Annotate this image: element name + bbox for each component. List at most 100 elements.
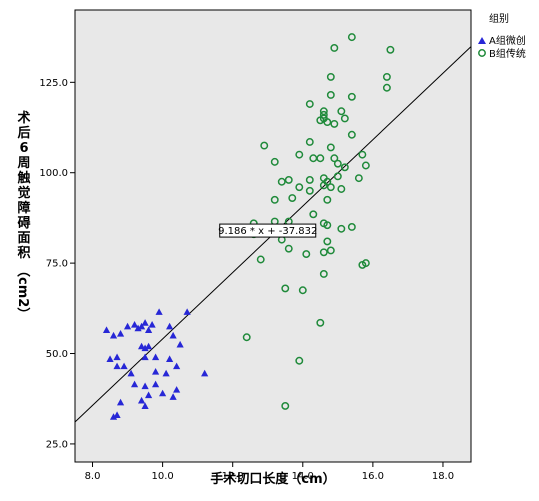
data-point-b (302, 250, 311, 259)
y-axis-title-char: 后 (17, 125, 30, 141)
y-tick-label: 100.0 (39, 168, 68, 179)
data-point-b (316, 154, 325, 163)
y-axis-title-char: 周 (17, 156, 30, 171)
data-point-b (354, 174, 363, 183)
data-point-b (361, 259, 370, 268)
data-point-b (326, 91, 335, 99)
y-tick-label: 75.0 (46, 259, 68, 270)
data-point-b (326, 183, 335, 192)
data-point-b (319, 270, 328, 278)
data-point-a (152, 380, 160, 388)
data-point-b (309, 210, 318, 219)
fit-equation-label: 9.186 * x + -37.832 (218, 226, 317, 237)
data-point-b (323, 118, 332, 127)
data-point-a (106, 355, 114, 362)
x-tick-label: 14.0 (292, 471, 314, 482)
data-point-b (270, 157, 279, 166)
data-point-a (113, 411, 121, 418)
x-tick-label: 16.0 (362, 471, 384, 482)
y-axis-title-char: 面 (17, 231, 30, 246)
y-axis-title-char: 障 (17, 200, 30, 216)
data-point-b (319, 107, 328, 116)
legend-title: 组别 (489, 12, 509, 25)
legend: 组别 A组微创 B组传统 (478, 12, 526, 60)
data-point-a (169, 331, 177, 339)
data-point-b (242, 333, 251, 342)
data-point-b (295, 356, 304, 365)
data-point-b (277, 177, 286, 186)
data-point-b (281, 284, 290, 293)
data-point-b (340, 163, 349, 172)
data-point-a (144, 342, 153, 350)
data-point-b (361, 161, 370, 170)
legend-circle-marker (478, 49, 486, 57)
data-point-b (305, 100, 314, 108)
data-point-a (137, 396, 146, 404)
data-point-b (326, 143, 335, 152)
data-point-a (201, 369, 209, 377)
data-point-b (305, 138, 314, 146)
data-point-b (319, 181, 328, 190)
data-point-a (141, 382, 149, 390)
data-point-a (130, 380, 139, 388)
data-point-b (337, 107, 346, 116)
data-point-a (183, 308, 191, 315)
data-point-b (337, 185, 346, 193)
data-point-a (176, 340, 184, 348)
x-tick-label: 10.0 (151, 471, 173, 482)
data-point-b (260, 141, 269, 150)
y-tick-label: 25.0 (46, 439, 68, 450)
data-point-a (144, 326, 153, 334)
data-point-a (141, 353, 149, 361)
data-point-a (123, 322, 132, 330)
data-point-b (281, 402, 290, 410)
data-point-a (141, 344, 149, 352)
legend-triangle-marker (478, 37, 486, 44)
data-point-a (162, 369, 170, 377)
data-point-a (144, 391, 153, 399)
data-point-a (113, 353, 121, 361)
data-point-a (166, 355, 174, 362)
data-point-a (173, 362, 181, 370)
legend-item-a: A组微创 (489, 34, 526, 47)
data-point-b (382, 72, 391, 81)
data-point-a (120, 362, 128, 370)
data-point-b (347, 33, 356, 42)
data-point-a (116, 330, 125, 337)
data-point-b (295, 150, 304, 159)
data-point-a (109, 331, 118, 339)
data-point-a (173, 386, 181, 393)
data-point-a (141, 402, 149, 409)
data-point-b (305, 176, 314, 184)
y-axis-title-char: 6 (19, 141, 28, 156)
data-point-a (134, 324, 142, 332)
data-point-a (148, 320, 156, 328)
data-point-b (347, 223, 356, 231)
y-tick-label: 125.0 (39, 78, 68, 89)
y-tick-label: 50.0 (46, 349, 68, 360)
data-point-b (347, 92, 356, 101)
data-point-b (298, 286, 307, 295)
data-point-b (270, 195, 279, 204)
y-axis-title-char: 觉 (17, 185, 30, 201)
data-point-b (316, 318, 325, 327)
data-point-a (109, 413, 118, 420)
data-point-b (284, 176, 293, 184)
legend-item-b: B组传统 (489, 47, 526, 60)
data-point-a (166, 322, 174, 330)
data-point-a (159, 389, 167, 397)
data-point-b (386, 45, 395, 54)
data-point-b (323, 221, 332, 230)
data-point-a (130, 320, 139, 328)
data-point-b (330, 44, 339, 52)
x-tick-label: 18.0 (432, 471, 454, 482)
data-point-b (284, 244, 293, 253)
data-point-b (347, 130, 356, 139)
data-point-b (256, 255, 265, 264)
data-point-b (319, 248, 328, 257)
fit-label-box (219, 223, 317, 238)
y-axis-title-char: 术 (16, 110, 30, 126)
